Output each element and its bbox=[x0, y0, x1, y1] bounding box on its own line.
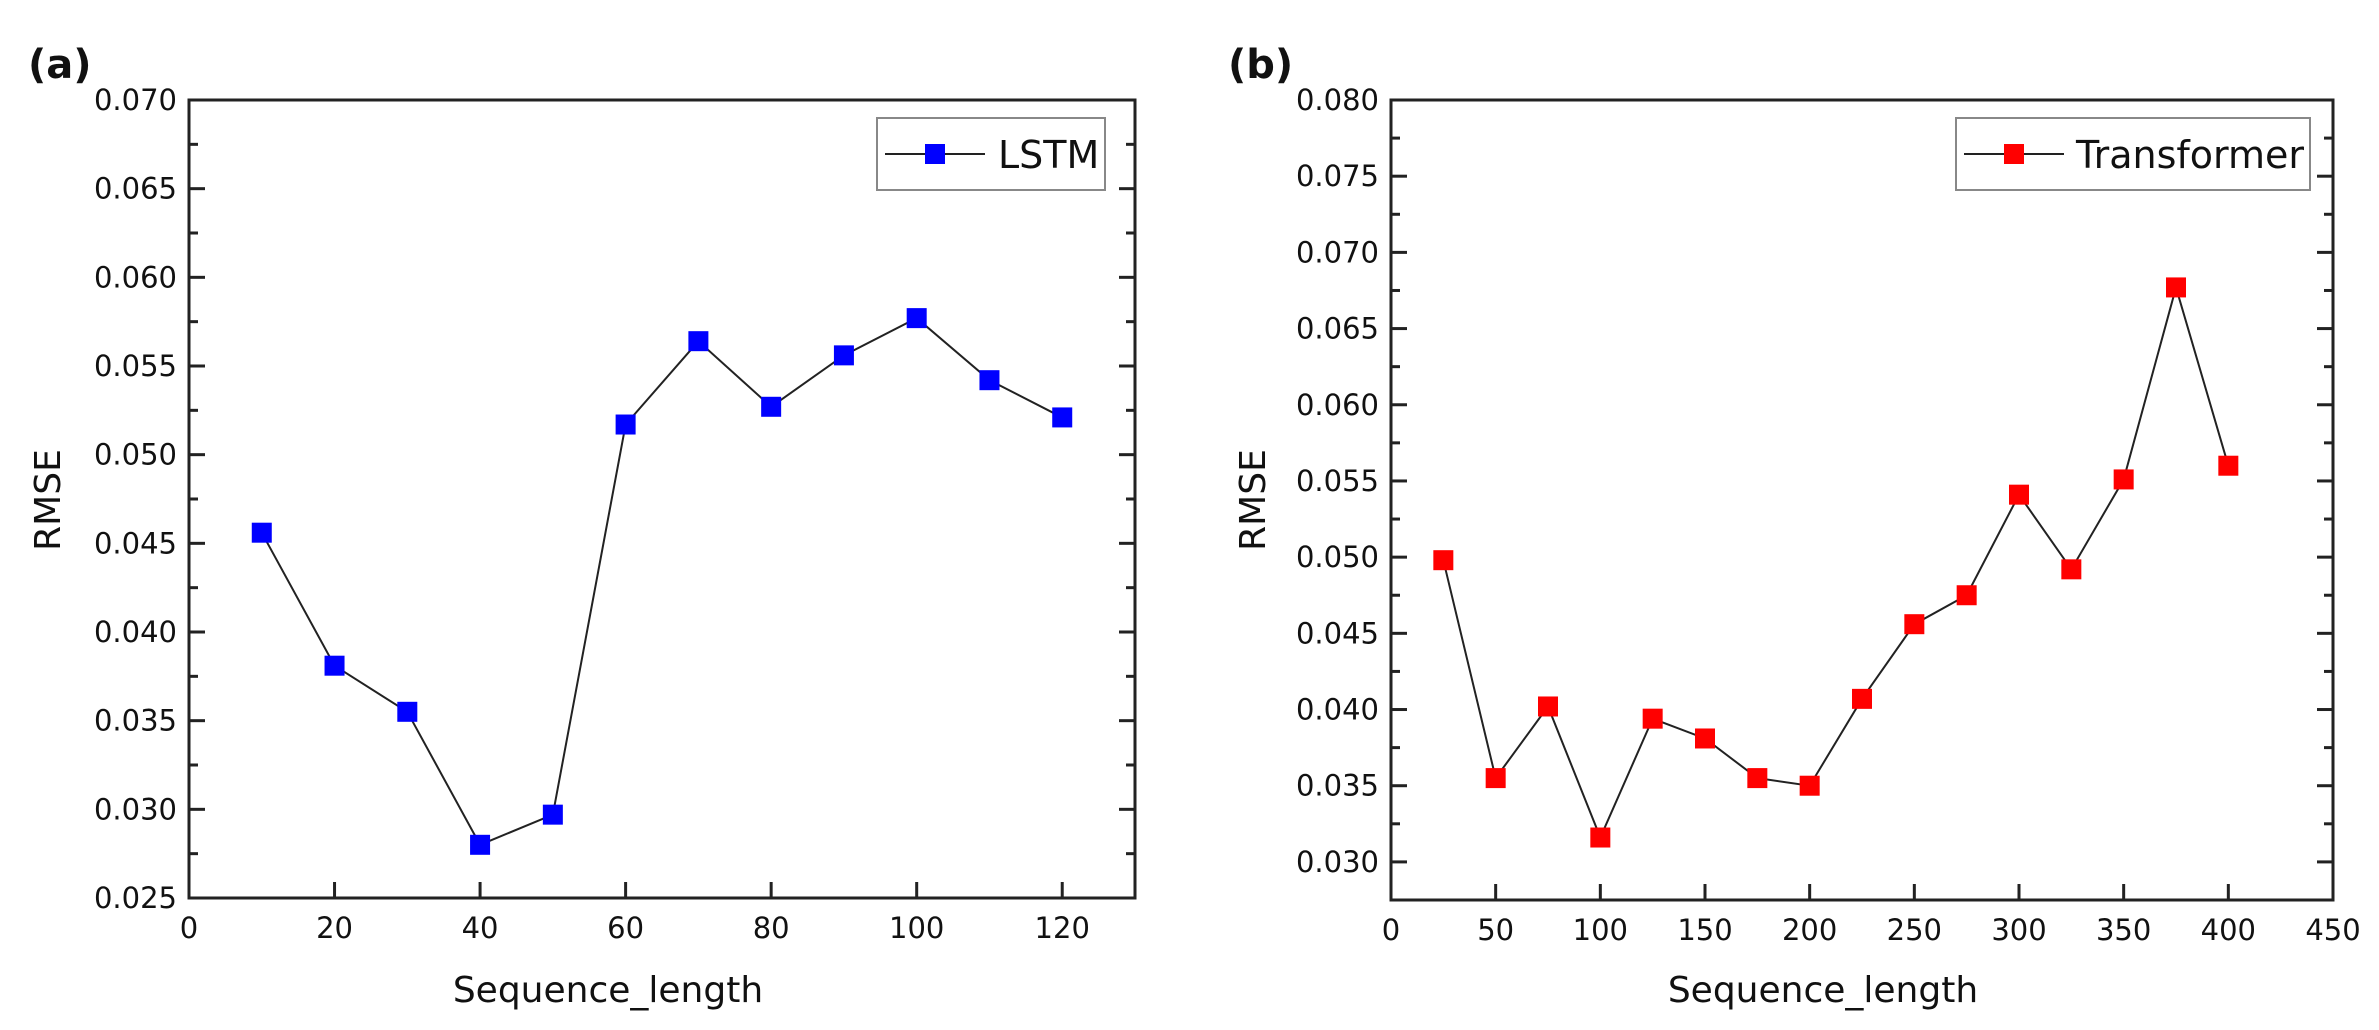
y-tick-label: 0.025 bbox=[94, 881, 177, 915]
data-point-transformer bbox=[2166, 277, 2186, 298]
y-tick-label: 0.030 bbox=[94, 792, 177, 826]
data-point-transformer bbox=[1485, 768, 1506, 789]
x-axis-title-b: Sequence_length bbox=[1668, 970, 1978, 1011]
data-point-transformer bbox=[1642, 708, 1663, 729]
y-tick-label: 0.050 bbox=[94, 438, 177, 472]
data-point-lstm bbox=[251, 522, 272, 543]
data-point-lstm bbox=[1052, 407, 1073, 428]
series-line-lstm bbox=[260, 316, 1063, 847]
legend-label-lstm: LSTM bbox=[998, 133, 1099, 177]
panel-label-b: (b) bbox=[1228, 42, 1293, 88]
y-tick-label: 0.035 bbox=[94, 704, 177, 738]
data-point-lstm bbox=[470, 834, 491, 855]
y-tick-label: 0.060 bbox=[1296, 388, 1379, 422]
data-point-transformer bbox=[1852, 688, 1872, 709]
y-tick-label: 0.065 bbox=[1296, 312, 1379, 346]
legend-b: Transformer bbox=[1955, 117, 2311, 191]
y-tick-label: 0.030 bbox=[1296, 845, 1379, 879]
y-tick-label: 0.075 bbox=[1296, 159, 1379, 193]
data-point-transformer bbox=[1904, 614, 1925, 635]
y-tick-label: 0.035 bbox=[1296, 769, 1379, 803]
legend-a: LSTM bbox=[876, 117, 1106, 191]
x-tick-label: 0 bbox=[1382, 913, 1400, 947]
x-tick-label: 100 bbox=[1573, 913, 1628, 947]
y-tick-label: 0.060 bbox=[94, 260, 177, 294]
data-point-lstm bbox=[761, 396, 782, 417]
y-tick-label: 0.070 bbox=[94, 83, 177, 117]
x-tick-label: 0 bbox=[180, 911, 198, 945]
x-tick-label: 60 bbox=[607, 911, 644, 945]
x-tick-label: 200 bbox=[1782, 913, 1837, 947]
y-axis-title-b: RMSE bbox=[1233, 449, 1274, 551]
x-tick-label: 40 bbox=[462, 911, 499, 945]
x-tick-label: 120 bbox=[1035, 911, 1090, 945]
y-tick-label: 0.045 bbox=[1296, 616, 1379, 650]
data-point-lstm bbox=[688, 331, 709, 352]
panel-label-a: (a) bbox=[28, 42, 92, 88]
data-point-lstm bbox=[906, 308, 927, 329]
x-tick-label: 20 bbox=[316, 911, 353, 945]
y-tick-label: 0.050 bbox=[1296, 540, 1379, 574]
y-tick-label: 0.065 bbox=[94, 172, 177, 206]
data-point-transformer bbox=[1956, 585, 1977, 606]
legend-marker-square-icon bbox=[2004, 144, 2024, 164]
x-tick-label: 50 bbox=[1477, 913, 1514, 947]
data-point-transformer bbox=[2218, 455, 2239, 476]
data-point-transformer bbox=[1695, 728, 1715, 749]
data-point-transformer bbox=[2009, 484, 2029, 505]
legend-marker-square-icon bbox=[925, 144, 945, 164]
panel-a-lstm: (a) Sequence_length RMSE 0.025 0.030 0.035… bbox=[28, 42, 1137, 1011]
x-tick-label: 450 bbox=[2305, 913, 2360, 947]
data-point-lstm bbox=[979, 370, 1000, 391]
x-tick-label: 150 bbox=[1677, 913, 1732, 947]
panel-b-transformer: (b) Sequence_length RMSE 0.030 0.035 0.040… bbox=[1228, 42, 2361, 1011]
series-line-transformer bbox=[1442, 283, 2230, 841]
plot-frame bbox=[1389, 98, 2335, 902]
x-tick-label: 350 bbox=[2096, 913, 2151, 947]
axes: 0.025 0.030 0.035 0.040 0.045 0.050 0.055 0.060… bbox=[94, 83, 1137, 945]
axes: 0.030 0.035 0.040 0.045 0.050 0.055 0.060 0.065… bbox=[1296, 83, 2361, 947]
y-tick-label: 0.070 bbox=[1296, 235, 1379, 269]
data-point-transformer bbox=[1799, 775, 1820, 796]
data-point-transformer bbox=[1747, 768, 1768, 789]
data-point-lstm bbox=[615, 414, 636, 435]
x-tick-label: 100 bbox=[889, 911, 944, 945]
y-tick-label: 0.040 bbox=[94, 615, 177, 649]
x-tick-label: 80 bbox=[753, 911, 790, 945]
x-tick-label: 400 bbox=[2201, 913, 2256, 947]
y-tick-label: 0.055 bbox=[94, 349, 177, 383]
x-tick-label: 300 bbox=[1991, 913, 2046, 947]
data-point-lstm bbox=[397, 701, 418, 722]
x-tick-label: 250 bbox=[1887, 913, 1942, 947]
plot-frame bbox=[187, 98, 1137, 900]
data-point-lstm bbox=[324, 655, 345, 676]
data-point-transformer bbox=[1433, 550, 1454, 571]
data-point-transformer bbox=[2113, 469, 2134, 490]
data-point-lstm bbox=[542, 804, 563, 825]
data-point-lstm bbox=[833, 345, 854, 366]
y-tick-label: 0.080 bbox=[1296, 83, 1379, 117]
y-axis-title-a: RMSE bbox=[28, 449, 69, 551]
data-point-transformer bbox=[1538, 696, 1558, 717]
y-tick-label: 0.045 bbox=[94, 526, 177, 560]
legend-label-transformer: Transformer bbox=[2075, 133, 2304, 177]
data-point-transformer bbox=[1590, 827, 1611, 848]
y-tick-label: 0.055 bbox=[1296, 464, 1379, 498]
y-tick-label: 0.040 bbox=[1296, 693, 1379, 727]
x-axis-title-a: Sequence_length bbox=[453, 970, 763, 1011]
data-point-transformer bbox=[2061, 559, 2082, 580]
